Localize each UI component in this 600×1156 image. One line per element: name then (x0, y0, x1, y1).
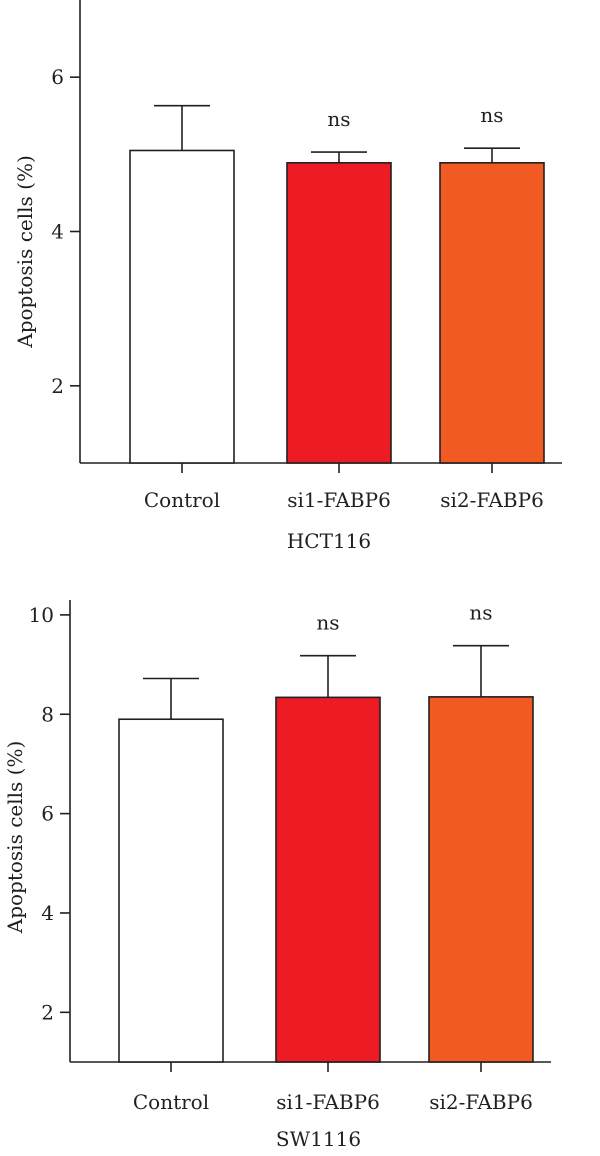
chart-panel-1: 2 4 6 Control si1-FABP6 ns si2-FABP6 ns HCT116 Ap… (13, 0, 562, 553)
bar-3 (439, 162, 545, 464)
y-axis-label: Apoptosis cells (%) (13, 155, 37, 349)
y-tick-label: 10 (29, 603, 54, 627)
bar-3 (428, 696, 534, 1063)
y-tick-label: 2 (41, 1000, 54, 1024)
y-tick-label: 4 (51, 220, 64, 244)
x-axis-label: HCT116 (287, 529, 371, 553)
category-label: si2-FABP6 (429, 1090, 533, 1114)
x-axis-label: SW1116 (276, 1127, 361, 1151)
significance-label: ns (327, 107, 350, 131)
significance-label: ns (469, 601, 492, 625)
significance-label: ns (480, 103, 503, 127)
category-label: si2-FABP6 (440, 488, 544, 512)
bar-2 (286, 162, 392, 464)
bar-1 (129, 149, 235, 464)
category-label: Control (144, 488, 220, 512)
significance-label: ns (316, 611, 339, 635)
category-label: Control (133, 1090, 209, 1114)
y-tick-label: 8 (41, 702, 54, 726)
y-axis-label: Apoptosis cells (%) (3, 741, 27, 935)
chart-panel-2: 2 4 6 8 10 Control si1-FABP6 ns si2-FABP6 ns SW111… (3, 600, 551, 1151)
category-label: si1-FABP6 (276, 1090, 380, 1114)
bar-2 (275, 696, 381, 1063)
bar-1 (118, 718, 224, 1063)
y-tick-label: 6 (41, 802, 54, 826)
category-label: si1-FABP6 (287, 488, 391, 512)
y-tick-label: 2 (51, 374, 64, 398)
y-tick-label: 4 (41, 901, 54, 925)
y-tick-label: 6 (51, 65, 64, 89)
